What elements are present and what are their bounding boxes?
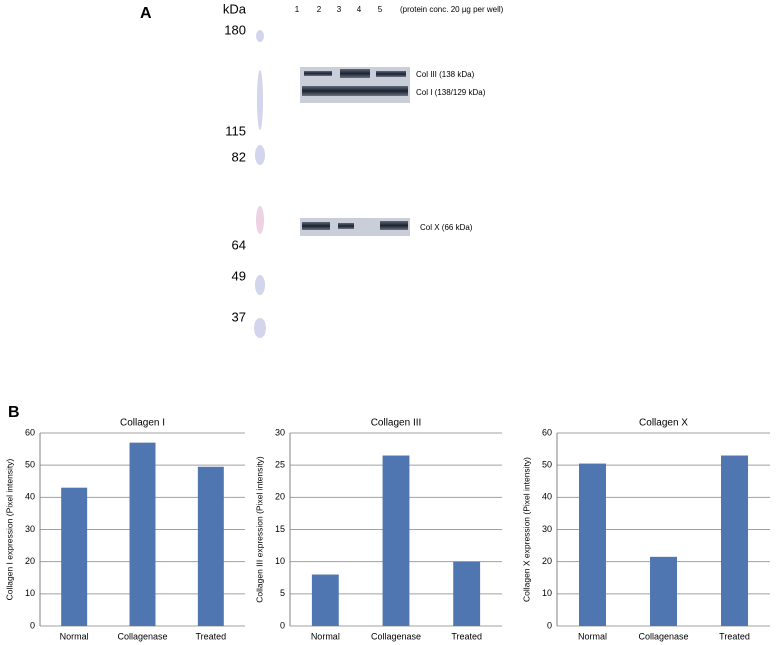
y-tick-label: 10 bbox=[542, 588, 552, 598]
y-tick-label: 20 bbox=[542, 556, 552, 566]
y-axis-label: Collagen III expression (Pixel intensity… bbox=[254, 456, 264, 603]
x-tick-label: Treated bbox=[719, 631, 750, 641]
x-tick-label: Normal bbox=[60, 631, 89, 641]
y-tick-label: 40 bbox=[25, 492, 35, 502]
y-tick-label: 50 bbox=[25, 460, 35, 470]
bar bbox=[579, 463, 606, 626]
y-tick-label: 30 bbox=[275, 427, 285, 437]
unit-label: kDa bbox=[223, 1, 247, 16]
bar bbox=[382, 455, 410, 626]
y-tick-label: 0 bbox=[547, 620, 552, 630]
lane-label: 3 bbox=[337, 5, 342, 14]
y-tick-label: 60 bbox=[25, 427, 35, 437]
y-tick-label: 30 bbox=[25, 524, 35, 534]
bar bbox=[197, 466, 224, 626]
bar bbox=[721, 455, 748, 626]
y-tick-label: 5 bbox=[280, 588, 285, 598]
y-tick-label: 10 bbox=[25, 588, 35, 598]
lane-label: 1 bbox=[295, 5, 300, 14]
lane-label: 4 bbox=[357, 5, 362, 14]
marker-label: 180 bbox=[224, 22, 246, 37]
marker-label: 49 bbox=[232, 268, 246, 283]
y-tick-label: 20 bbox=[25, 556, 35, 566]
lane-label: 5 bbox=[378, 5, 383, 14]
chart-title: Collagen III bbox=[371, 418, 422, 429]
marker-label: 37 bbox=[232, 309, 246, 324]
band-label: Col III (138 kDa) bbox=[416, 70, 475, 79]
y-tick-label: 10 bbox=[275, 556, 285, 566]
x-tick-label: Collagenase bbox=[638, 631, 688, 641]
marker-label: 115 bbox=[225, 123, 246, 138]
band-label: Col I (138/129 kDa) bbox=[416, 88, 486, 97]
y-tick-label: 0 bbox=[280, 620, 285, 630]
y-tick-label: 25 bbox=[275, 460, 285, 470]
y-axis-label: Collagen X expression (Pixel intensity) bbox=[521, 457, 531, 602]
band-label: Col X (66 kDa) bbox=[420, 223, 473, 232]
y-axis-label: Collagen I expression (Pixel intensity) bbox=[4, 458, 14, 600]
y-tick-label: 15 bbox=[275, 524, 285, 534]
y-tick-label: 60 bbox=[542, 427, 552, 437]
y-tick-label: 50 bbox=[542, 460, 552, 470]
x-tick-label: Treated bbox=[451, 631, 482, 641]
y-tick-label: 20 bbox=[275, 492, 285, 502]
bar bbox=[650, 556, 677, 626]
bar bbox=[453, 561, 481, 626]
x-tick-label: Collagenase bbox=[371, 631, 421, 641]
chart-title: Collagen I bbox=[120, 418, 165, 429]
marker-label: 82 bbox=[232, 149, 246, 164]
blot-note: (protein conc. 20 µg per well) bbox=[400, 5, 504, 14]
chart-title: Collagen X bbox=[639, 418, 688, 429]
ladder bbox=[254, 30, 266, 338]
x-tick-label: Collagenase bbox=[117, 631, 167, 641]
bar bbox=[129, 442, 156, 626]
bar bbox=[311, 574, 339, 626]
lane-label: 2 bbox=[317, 5, 322, 14]
x-tick-label: Normal bbox=[311, 631, 340, 641]
panel-label: A bbox=[140, 5, 152, 22]
x-tick-label: Treated bbox=[195, 631, 226, 641]
panel-label: B bbox=[8, 404, 20, 421]
y-tick-label: 0 bbox=[30, 620, 35, 630]
x-tick-label: Normal bbox=[578, 631, 607, 641]
marker-label: 64 bbox=[232, 237, 246, 252]
blot-membrane bbox=[300, 67, 410, 236]
bar bbox=[61, 487, 88, 626]
y-tick-label: 30 bbox=[542, 524, 552, 534]
y-tick-label: 40 bbox=[542, 492, 552, 502]
